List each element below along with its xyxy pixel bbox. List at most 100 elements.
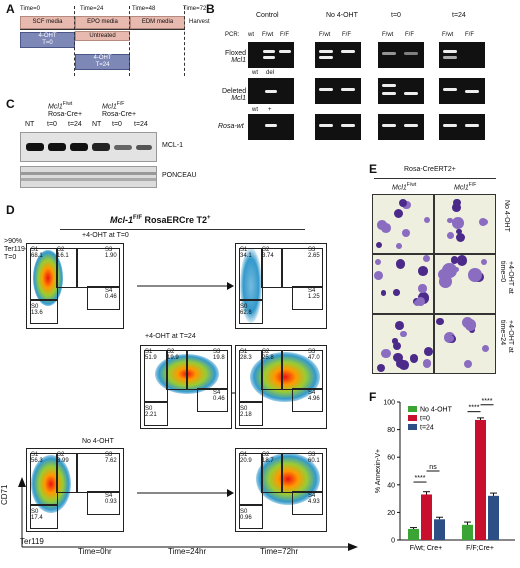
facs-x-label: Ter119 bbox=[20, 537, 44, 546]
y-tick-label: 40 bbox=[387, 482, 395, 489]
p5-s4: 0.93 bbox=[105, 499, 117, 505]
stained-cell bbox=[423, 359, 432, 368]
genotype-ff: Mcl1F/F Rosa-Cre+ bbox=[102, 100, 136, 119]
stained-cell bbox=[451, 216, 464, 229]
lane-6: F/F bbox=[405, 32, 414, 38]
p1-s1: 68.1 bbox=[31, 253, 43, 259]
legend-label: No 4-OHT bbox=[420, 407, 453, 414]
untreated-bar: Untreated bbox=[75, 31, 130, 41]
col2-allele: F/F bbox=[468, 182, 477, 188]
cytospin-img-3 bbox=[372, 254, 434, 314]
scf-media-label: SCF media bbox=[32, 19, 63, 25]
p4-s0: 2.18 bbox=[240, 412, 252, 418]
oht-t24-bar: 4-OHT T=24 bbox=[75, 54, 130, 70]
stained-cell bbox=[393, 352, 403, 363]
stained-cell bbox=[422, 255, 430, 263]
geno2-gene: Mcl1 bbox=[102, 103, 117, 111]
bar-t=24 bbox=[488, 495, 499, 540]
time-label-0: Time=0 bbox=[20, 6, 40, 12]
lane-7: F/wt bbox=[442, 32, 454, 38]
stained-cell bbox=[439, 275, 452, 288]
oht-t24-label-1: 4-OHT bbox=[93, 55, 112, 61]
legend-swatch bbox=[408, 406, 417, 412]
bar-t=24 bbox=[434, 519, 445, 540]
facs-plot-4: S1 28.3 S2 25.8 S3 47.0 S4 4.96 S0 2.18 bbox=[235, 345, 327, 429]
gel-deleted-no-oht bbox=[315, 78, 361, 104]
stained-cell bbox=[480, 259, 487, 266]
blot-lane-2: t=24 bbox=[68, 121, 82, 128]
stained-cell bbox=[456, 229, 462, 235]
row3-line2: time=24 bbox=[499, 320, 506, 346]
panel-label-c: C bbox=[6, 97, 15, 111]
col1-allele: F/wt bbox=[406, 182, 417, 188]
stained-cell bbox=[478, 217, 487, 226]
row-label-rosa: Rosa-wt bbox=[218, 123, 244, 130]
blot-lane-3: NT bbox=[92, 121, 102, 128]
row-label-deleted: Deleted Mcl1 bbox=[222, 88, 246, 102]
significance-label: **** bbox=[482, 398, 493, 405]
cytospin-img-6 bbox=[434, 314, 496, 374]
sub-label-plus: + bbox=[268, 107, 272, 113]
time-label-72: Time=72 bbox=[183, 6, 207, 12]
dashed-line-48 bbox=[129, 6, 130, 76]
stained-cell bbox=[468, 268, 482, 282]
stained-cell bbox=[455, 232, 466, 243]
p2-s3: 2.65 bbox=[308, 253, 320, 259]
facs-panel: Mcl-1F/F RosaERCre T2+ >90% Ter119- T=0 … bbox=[0, 205, 365, 563]
row3-line1: +4-OHT at bbox=[507, 320, 514, 353]
oht-t0-bar: 4-OHT T=0 bbox=[20, 32, 75, 48]
significance-label: **** bbox=[415, 475, 426, 482]
stained-cell bbox=[400, 330, 407, 338]
stained-cell bbox=[450, 256, 459, 264]
p3-s4: 0.46 bbox=[213, 396, 225, 402]
stained-cell bbox=[463, 360, 472, 369]
cytospin-img-1 bbox=[372, 194, 434, 254]
col1-gene: Mcl1 bbox=[392, 184, 407, 192]
y-tick-label: 20 bbox=[387, 510, 395, 517]
harvest-label: Harvest bbox=[189, 19, 210, 25]
facs-note-3: T=0 bbox=[4, 254, 17, 261]
panel-label-d: D bbox=[6, 203, 15, 217]
stained-cell bbox=[416, 297, 425, 306]
stained-cell bbox=[374, 271, 384, 281]
p1-s4: 0.46 bbox=[105, 294, 117, 300]
annexin-bar-chart: 0 20 40 60 80 100 % Annexin-V+ F/wt; Cre+ F/F;Cr… bbox=[375, 398, 515, 552]
stained-cell bbox=[418, 266, 428, 277]
p5-s2: 8.99 bbox=[57, 458, 69, 464]
facs-note-1: >90% bbox=[4, 238, 23, 245]
p5-s1: 56.3 bbox=[31, 458, 43, 464]
y-tick-label: 60 bbox=[387, 455, 395, 462]
facs-plot-3: S1 51.9 S2 19.9 S3 19.8 S4 0.46 S0 2.21 bbox=[140, 345, 232, 429]
stained-cell bbox=[392, 341, 401, 351]
significance-label: **** bbox=[469, 405, 480, 412]
lane-2: F/F bbox=[280, 32, 289, 38]
gel-rosa-no-oht bbox=[315, 114, 361, 140]
facs-note-2: Ter119- bbox=[4, 246, 28, 253]
cytospin-row-1: No 4-OHT bbox=[502, 200, 510, 250]
stained-cell bbox=[392, 338, 398, 344]
gel-group-t24: t=24 bbox=[452, 12, 466, 19]
panel-label-b: B bbox=[206, 2, 215, 16]
y-axis-label: % Annexin-V+ bbox=[375, 449, 382, 493]
cytospin-img-5 bbox=[372, 314, 434, 374]
stained-cell bbox=[464, 319, 476, 331]
stained-cell bbox=[396, 359, 405, 368]
facs-note: >90% Ter119- T=0 bbox=[4, 238, 27, 262]
legend-label: t=0 bbox=[420, 416, 430, 423]
stained-cell bbox=[394, 321, 404, 330]
stained-cell bbox=[452, 202, 461, 212]
bar-No 4-OHT bbox=[462, 524, 473, 540]
facs-plot-1: S1 68.1 S2 16.1 S3 1.90 S4 0.46 S0 13.6 bbox=[26, 243, 124, 329]
row-label-floxed-2: Mcl1 bbox=[231, 57, 246, 64]
p1-s0: 13.6 bbox=[31, 310, 43, 316]
row-label-deleted-1: Deleted bbox=[222, 88, 247, 95]
p4-s3: 47.0 bbox=[308, 355, 320, 361]
stained-cell bbox=[446, 217, 453, 224]
stained-cell bbox=[395, 259, 406, 269]
sub-label-wt2: wt bbox=[252, 107, 258, 113]
row-label-floxed-1: Floxed bbox=[224, 50, 246, 57]
panel-label-a: A bbox=[6, 2, 15, 16]
genotype-fwt: Mcl1F/wt Rosa-Cre+ bbox=[48, 100, 82, 119]
timeline-axis bbox=[20, 29, 185, 30]
legend-swatch bbox=[408, 424, 417, 430]
